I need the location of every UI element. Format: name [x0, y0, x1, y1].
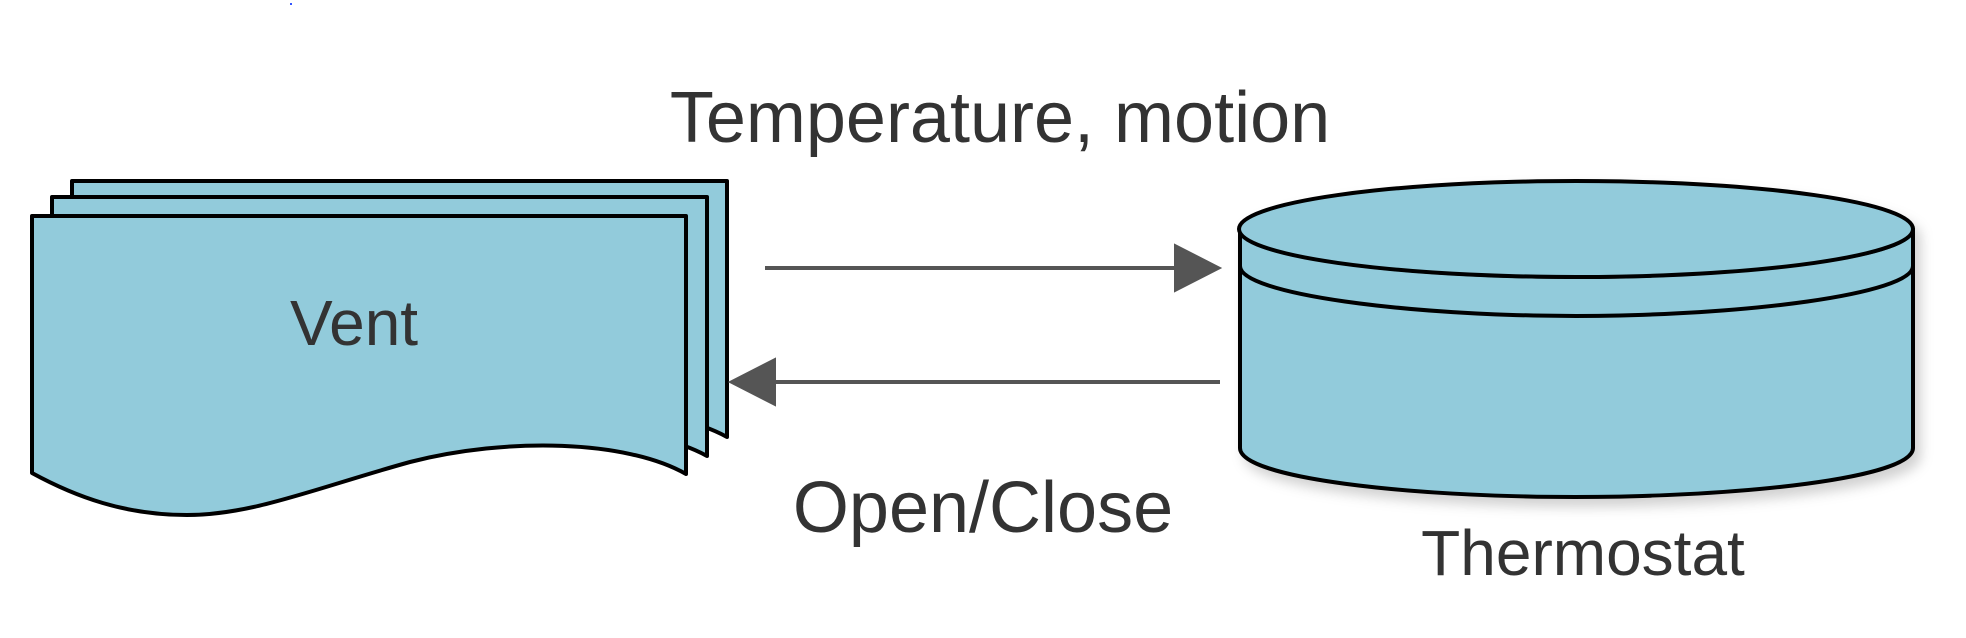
- edge-label-open-close: Open/Close: [793, 468, 1173, 548]
- arrow-to-vent-head: [727, 357, 776, 407]
- stray-pixel: [290, 3, 292, 5]
- vent-page-front: [30, 214, 688, 517]
- thermostat-rim-line: [1238, 265, 1915, 318]
- vent-node[interactable]: Vent: [30, 179, 729, 517]
- arrow-to-thermostat[interactable]: [765, 243, 1223, 293]
- thermostat-label: Thermostat: [1421, 517, 1745, 589]
- thermostat-node[interactable]: [1237, 179, 1915, 499]
- edge-label-temperature-motion: Temperature, motion: [670, 78, 1330, 158]
- arrow-to-thermostat-head: [1174, 243, 1223, 293]
- arrow-to-vent[interactable]: [727, 357, 1220, 407]
- vent-label: Vent: [290, 287, 418, 359]
- thermostat-top: [1237, 179, 1915, 279]
